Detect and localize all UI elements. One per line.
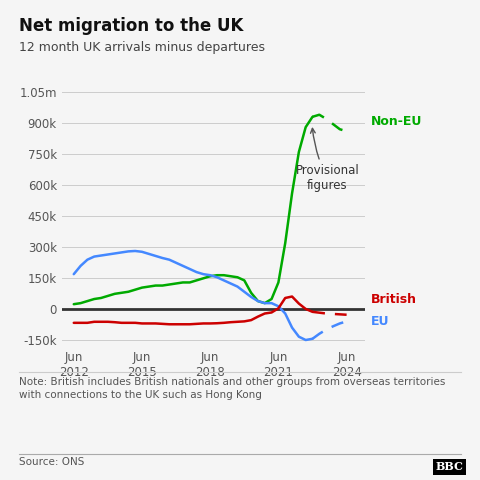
Text: BBC: BBC bbox=[435, 461, 463, 472]
Text: 12 month UK arrivals minus departures: 12 month UK arrivals minus departures bbox=[19, 41, 265, 54]
Text: British: British bbox=[371, 293, 417, 306]
Text: Source: ONS: Source: ONS bbox=[19, 457, 84, 467]
Text: EU: EU bbox=[371, 315, 389, 328]
Text: Non-EU: Non-EU bbox=[371, 115, 422, 128]
Text: Net migration to the UK: Net migration to the UK bbox=[19, 17, 243, 35]
Text: Provisional
figures: Provisional figures bbox=[295, 128, 359, 192]
Text: Note: British includes British nationals and other groups from overseas territor: Note: British includes British nationals… bbox=[19, 377, 445, 400]
